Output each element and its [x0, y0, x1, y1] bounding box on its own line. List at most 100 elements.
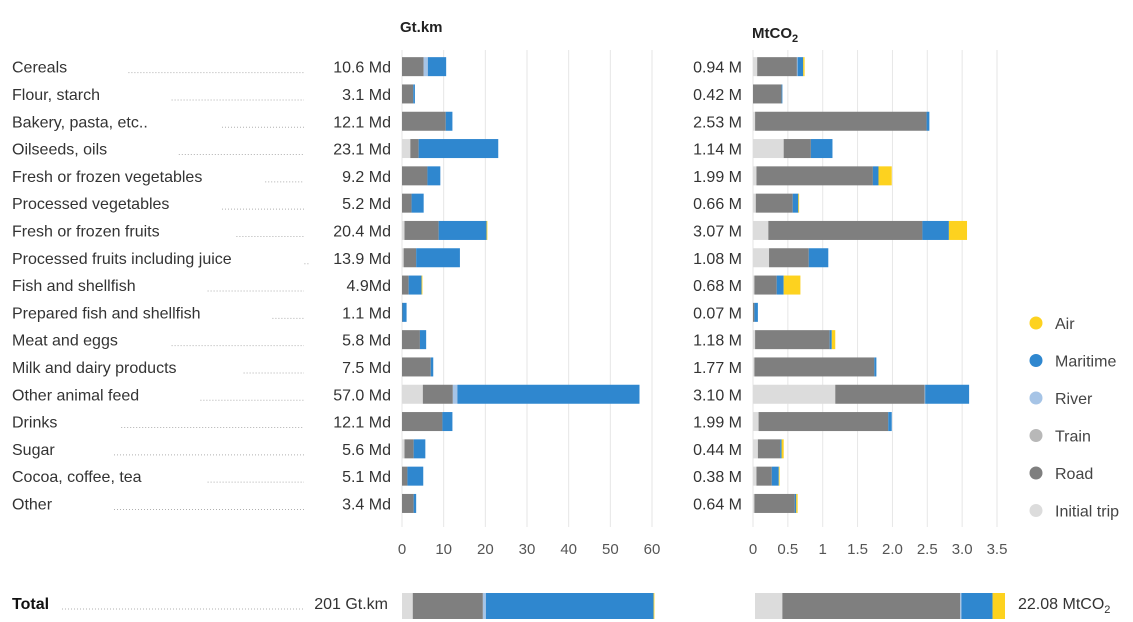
co2-road-bar [755, 111, 927, 131]
total-gtkm-river-bar [482, 593, 486, 619]
total-row: Total 201 Gt.km 22.08 MtCO2 [12, 593, 1110, 619]
co2-road-bar [757, 57, 797, 77]
gtkm-value-label: 4.9Md [347, 278, 391, 295]
co2-value-label: 0.94 M [693, 60, 742, 77]
co2-initial-trip-bar [753, 166, 757, 186]
total-gtkm-road-bar [412, 593, 483, 619]
row-oilseeds-oils: Oilseeds, oils 23.1 Md 1.14 M [12, 139, 833, 159]
row-cocoa-coffee-tea: Cocoa, coffee, tea 5.1 Md 0.38 M [12, 466, 780, 486]
gtkm-panel-title: Gt.km [400, 19, 443, 36]
axis-ticks: 0 10 20 30 40 50 60 0 0.5 1 1.5 2.0 2.5 3.0 3.5 [398, 541, 1008, 558]
category-label: Fresh or frozen vegetables [12, 169, 202, 186]
co2-road-bar [835, 384, 925, 404]
legend-swatch [1029, 429, 1043, 442]
co2-initial-trip-bar [753, 330, 756, 350]
co2-value-label: 3.07 M [693, 223, 742, 240]
legend-swatch [1029, 504, 1043, 517]
co2-road-bar [753, 302, 755, 322]
co2-air-bar [798, 193, 800, 213]
co2-maritime-bar [792, 193, 799, 213]
legend: Air Maritime River Train Road Initial trip [1029, 316, 1119, 521]
gtkm-road-bar [402, 84, 414, 104]
gtkm-value-label: 12.1 Md [333, 114, 391, 131]
co2-road-bar [769, 248, 809, 268]
co2-value-label: 0.07 M [693, 305, 742, 322]
co2-air-bar [781, 439, 784, 459]
category-rows: Cereals 10.6 Md 0.94 M Flour, starch 3.1 Md 0… [12, 57, 970, 513]
gtkm-road-bar [402, 57, 424, 77]
co2-value-label: 0.42 M [693, 87, 742, 104]
gtkm-air-bar [486, 220, 488, 240]
legend-label: Air [1055, 316, 1075, 333]
category-label: Meat and eggs [12, 333, 118, 350]
co2-maritime-bar [922, 220, 949, 240]
legend-item-train: Train [1029, 429, 1091, 446]
co2-road-bar [754, 493, 795, 513]
co2-maritime-bar [808, 248, 829, 268]
gtkm-maritime-bar [413, 439, 426, 459]
row-milk-and-dairy-products: Milk and dairy products 7.5 Md 1.77 M [12, 357, 877, 377]
total-co2-air-bar [992, 593, 1005, 619]
x-tick-label: 0 [398, 541, 406, 558]
total-label: Total [12, 596, 49, 613]
gtkm-value-label: 3.4 Md [342, 496, 391, 513]
gtkm-value-label: 10.6 Md [333, 60, 391, 77]
co2-maritime-bar [794, 493, 797, 513]
row-sugar: Sugar 5.6 Md 0.44 M [12, 439, 784, 459]
co2-air-bar [796, 493, 798, 513]
category-label: Sugar [12, 442, 55, 459]
gtkm-value-label: 3.1 Md [342, 87, 391, 104]
co2-maritime-bar [780, 439, 782, 459]
co2-maritime-bar [810, 139, 833, 159]
total-co2-initial-trip-bar [755, 593, 783, 619]
row-other-animal-feed: Other animal feed 57.0 Md 3.10 M [12, 384, 970, 404]
total-co2-river-bar [960, 593, 962, 619]
legend-label: Train [1055, 429, 1091, 446]
row-prepared-fish-and-shellfish: Prepared fish and shellfish 1.1 Md 0.07 M [12, 302, 758, 322]
gtkm-road-bar [402, 466, 408, 486]
total-gtkm-air-bar [653, 593, 655, 619]
legend-item-road: Road [1029, 466, 1093, 483]
co2-maritime-bar [754, 302, 758, 322]
x-tick-label: 0 [749, 541, 757, 558]
legend-item-air: Air [1029, 316, 1075, 333]
x-tick-label: 30 [519, 541, 536, 558]
gtkm-road-bar [402, 412, 443, 432]
co2-initial-trip-bar [753, 275, 755, 295]
gtkm-value-label: 5.6 Md [342, 442, 391, 459]
row-processed-fruits-including-juice: Processed fruits including juice 13.9 Md 1… [12, 248, 829, 268]
total-co2-road-bar [782, 593, 961, 619]
legend-item-maritime: Maritime [1029, 354, 1116, 371]
gtkm-road-bar [402, 193, 412, 213]
row-fresh-or-frozen-vegetables: Fresh or frozen vegetables 9.2 Md 1.99 M [12, 166, 892, 186]
gtkm-maritime-bar [457, 384, 640, 404]
co2-maritime-bar [776, 275, 784, 295]
co2-air-bar [878, 166, 892, 186]
gtkm-maritime-bar [442, 412, 453, 432]
category-label: Fish and shellfish [12, 278, 136, 295]
gtkm-maritime-bar [418, 139, 499, 159]
legend-swatch [1029, 354, 1043, 367]
gtkm-value-label: 1.1 Md [342, 305, 391, 322]
gtkm-road-bar [402, 493, 414, 513]
co2-initial-trip-bar [753, 412, 759, 432]
gtkm-maritime-bar [445, 111, 453, 131]
co2-road-bar [756, 466, 772, 486]
category-label: Cocoa, coffee, tea [12, 469, 142, 486]
co2-road-bar [783, 139, 811, 159]
co2-value-label: 3.10 M [693, 387, 742, 404]
x-tick-label: 1.5 [847, 541, 868, 558]
total-gtkm-initial-trip-bar [402, 593, 413, 619]
gtkm-road-bar [402, 302, 403, 322]
gtkm-maritime-bar [430, 357, 434, 377]
gtkm-initial-trip-bar [402, 384, 423, 404]
co2-panel-title: MtCO2 [752, 25, 798, 45]
co2-value-label: 0.66 M [693, 196, 742, 213]
category-label: Processed fruits including juice [12, 251, 232, 268]
co2-road-bar [755, 193, 793, 213]
category-label: Bakery, pasta, etc.. [12, 114, 148, 131]
co2-maritime-bar [872, 166, 879, 186]
co2-value-label: 1.08 M [693, 251, 742, 268]
co2-value-label: 1.14 M [693, 142, 742, 159]
gtkm-maritime-bar [416, 248, 460, 268]
